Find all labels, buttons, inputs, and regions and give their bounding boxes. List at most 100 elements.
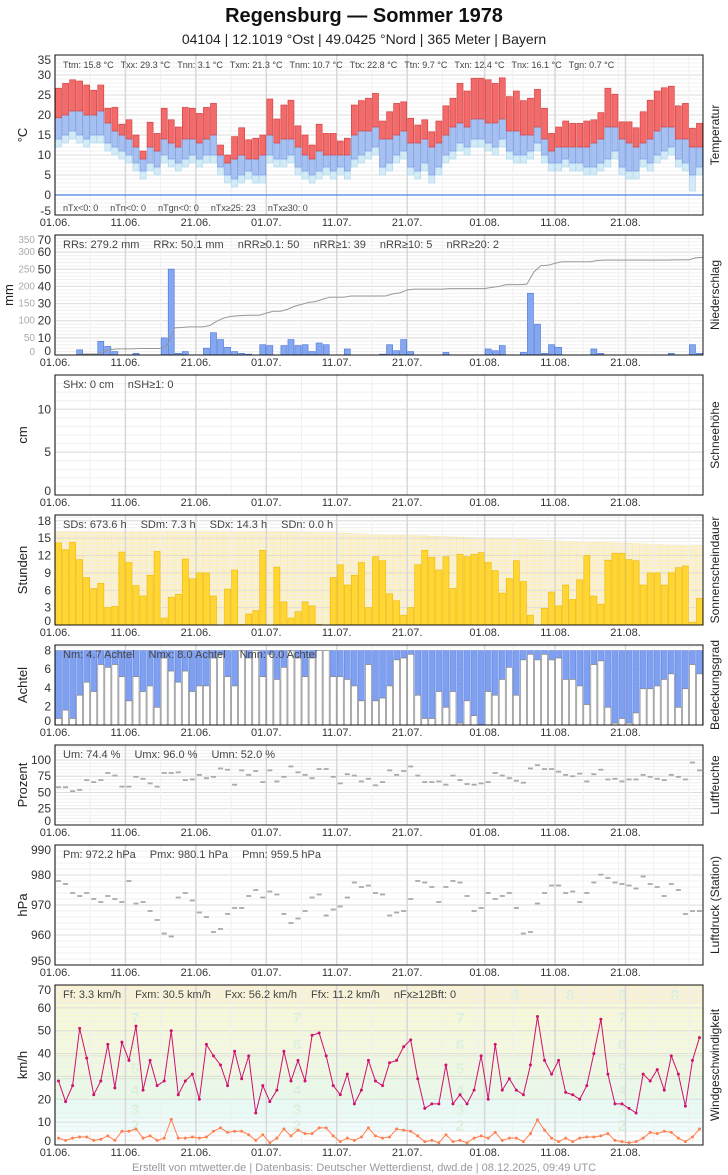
- tmax-bar: [132, 134, 140, 148]
- y-tick-label: 70: [38, 983, 52, 997]
- tmax-bar: [689, 127, 696, 148]
- beaufort-label: 7: [293, 1010, 301, 1027]
- tmin-bar: [667, 126, 675, 148]
- mean-point: [57, 1136, 61, 1140]
- panel-windgeschwindigkeit: 2 2 2 23 3 3 34 4 4 45 5 5 56 6 6 67 7 7 78 8 8 8706050403020…: [15, 983, 722, 1159]
- sunshine-bar: [62, 549, 69, 626]
- y-tick-label: 60: [38, 1001, 52, 1015]
- tmin-bar: [555, 146, 562, 164]
- gust-point: [669, 1054, 673, 1058]
- sunshine-bar: [632, 560, 640, 626]
- sunshine-bar: [421, 550, 429, 626]
- tgmin-bar: [562, 158, 569, 168]
- tgmin-bar: [196, 158, 203, 168]
- cloud-cover-bar: [301, 676, 309, 726]
- side-label: Schneehöhe: [708, 401, 722, 469]
- gust-point: [190, 1072, 194, 1076]
- tgmin-bar: [611, 150, 619, 160]
- tmin-bar: [442, 134, 450, 156]
- sunshine-bar: [372, 556, 379, 626]
- tmin-bar: [597, 138, 605, 164]
- y-tick-label: 12: [38, 549, 52, 563]
- mean-point: [500, 1138, 504, 1142]
- tmin-bar: [421, 138, 429, 164]
- clear-sky-bar: [639, 650, 647, 689]
- precip-bar: [280, 345, 288, 356]
- mean-point: [634, 1140, 638, 1144]
- cloud-cover-bar: [555, 657, 562, 726]
- sunshine-bar: [449, 588, 457, 626]
- mean-point: [557, 1140, 561, 1144]
- stat-item: nFx≥12Bft: 0: [394, 989, 456, 1001]
- cloud-cover-bar: [358, 700, 365, 726]
- x-tick-label: 01.08.: [469, 967, 500, 979]
- tmin-bar: [329, 154, 337, 172]
- tgmin-bar: [217, 166, 224, 176]
- mean-point: [134, 1127, 138, 1131]
- cloud-cover-bar: [160, 657, 168, 726]
- sunshine-bar: [76, 559, 83, 626]
- y-tick-label: 30: [38, 68, 52, 82]
- gust-point: [416, 1077, 420, 1081]
- mean-point: [543, 1128, 547, 1132]
- gust-point: [543, 1058, 547, 1062]
- sunshine-bar: [343, 584, 351, 626]
- side-label: Bedeckungsgrad: [708, 640, 722, 730]
- beaufort-label: 2: [456, 1117, 464, 1134]
- gust-point: [120, 1040, 124, 1044]
- tmax-bar: [435, 120, 443, 144]
- mean-point: [373, 1134, 377, 1138]
- mean-point: [261, 1133, 265, 1137]
- y-tick-label: 25: [38, 802, 52, 816]
- mean-point: [528, 1132, 532, 1136]
- x-tick-label: 21.06.: [181, 967, 212, 979]
- gust-point: [359, 1088, 363, 1092]
- x-tick-label: 11.07.: [322, 1147, 352, 1159]
- clear-sky-bar: [597, 650, 605, 662]
- cloud-cover-bar: [696, 673, 703, 726]
- tmin-bar: [576, 146, 584, 164]
- x-tick-label: 01.07.: [251, 217, 282, 229]
- tgmin-bar: [393, 154, 400, 164]
- footer-credits: Erstellt von mtwetter.de | Datenbasis: D…: [132, 1162, 596, 1174]
- cloud-cover-bar: [273, 679, 281, 726]
- cloud-cover-bar: [231, 685, 238, 726]
- tmax-bar: [505, 96, 513, 132]
- cloud-cover-bar: [196, 685, 203, 726]
- gust-point: [578, 1097, 582, 1101]
- stat-item: Pmx: 980.1 hPa: [150, 849, 229, 861]
- y-tick-label: 3: [44, 601, 51, 615]
- cloud-cover-bar: [386, 685, 393, 726]
- sunshine-bar: [639, 584, 647, 626]
- tgmin-bar: [491, 146, 499, 156]
- tmax-bar: [470, 77, 478, 120]
- mean-point: [359, 1135, 363, 1139]
- tmin-bar: [181, 138, 189, 160]
- clear-sky-bar: [477, 650, 485, 726]
- mean-point: [176, 1136, 180, 1140]
- tgmin-bar: [421, 162, 429, 172]
- sunshine-bar: [301, 601, 309, 626]
- tmax-bar: [625, 121, 633, 144]
- mean-point: [190, 1135, 194, 1139]
- cloud-cover-bar: [308, 657, 316, 726]
- y-axis-label: °C: [15, 128, 30, 143]
- mean-point: [486, 1136, 490, 1140]
- tgmin-bar: [400, 150, 407, 160]
- sunshine-bar: [505, 578, 513, 626]
- gust-point: [317, 1031, 321, 1035]
- beaufort-label: 3: [293, 1101, 301, 1118]
- tmin-bar: [245, 158, 253, 172]
- beaufort-label: 3: [131, 1101, 139, 1118]
- x-tick-label: 01.07.: [251, 727, 282, 739]
- mean-point: [303, 1132, 307, 1136]
- tgmin-bar: [125, 154, 133, 164]
- sunshine-bar: [139, 595, 147, 626]
- tmin-bar: [527, 134, 534, 152]
- tgmin-bar: [210, 154, 217, 164]
- clear-sky-bar: [358, 650, 365, 702]
- sunshine-bar: [111, 606, 119, 626]
- sunshine-bar: [513, 560, 520, 626]
- precip-bar: [181, 351, 189, 356]
- x-tick-label: 11.07.: [322, 827, 352, 839]
